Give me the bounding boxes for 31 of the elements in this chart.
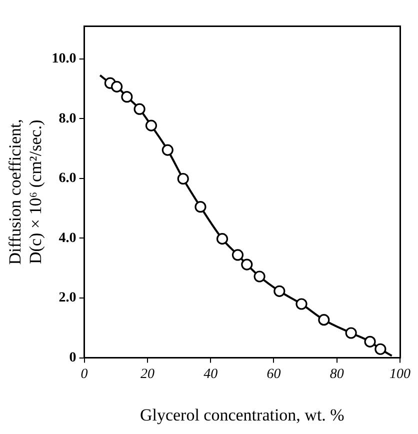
y-tick-label: 8.0 (58, 111, 76, 126)
point (162, 144, 174, 156)
point (111, 80, 123, 92)
y-tick-label: 10.0 (52, 51, 76, 66)
x-tick-label: 100 (390, 366, 410, 382)
point (232, 249, 244, 261)
point (194, 201, 206, 213)
x-tick-label: 60 (266, 366, 281, 382)
point (121, 91, 133, 103)
x-tick-label: 20 (140, 366, 154, 382)
point (241, 258, 253, 270)
point (364, 336, 376, 348)
y-tick-label: 2.0 (58, 290, 76, 306)
x-tick-label: 0 (80, 366, 88, 382)
point (374, 343, 386, 355)
x-tick-label: 40 (204, 366, 218, 382)
point (296, 298, 308, 310)
point (134, 103, 146, 115)
point (345, 327, 357, 339)
point (254, 270, 266, 282)
point (177, 172, 189, 185)
point (318, 314, 330, 326)
point (216, 233, 228, 245)
y-tick-label: 6.0 (58, 171, 76, 186)
point (274, 285, 286, 297)
y-tick-label: 4.0 (58, 230, 76, 246)
point (145, 120, 158, 132)
y-axis-title: Diffusion coefficient, D(c) × 10⁶ (cm²/sec.) (6, 119, 46, 265)
y-tick-label: 0 (69, 350, 76, 366)
x-tick-label: 80 (330, 366, 344, 382)
x-axis-title: Glycerol concentration, wt. % (140, 405, 344, 424)
